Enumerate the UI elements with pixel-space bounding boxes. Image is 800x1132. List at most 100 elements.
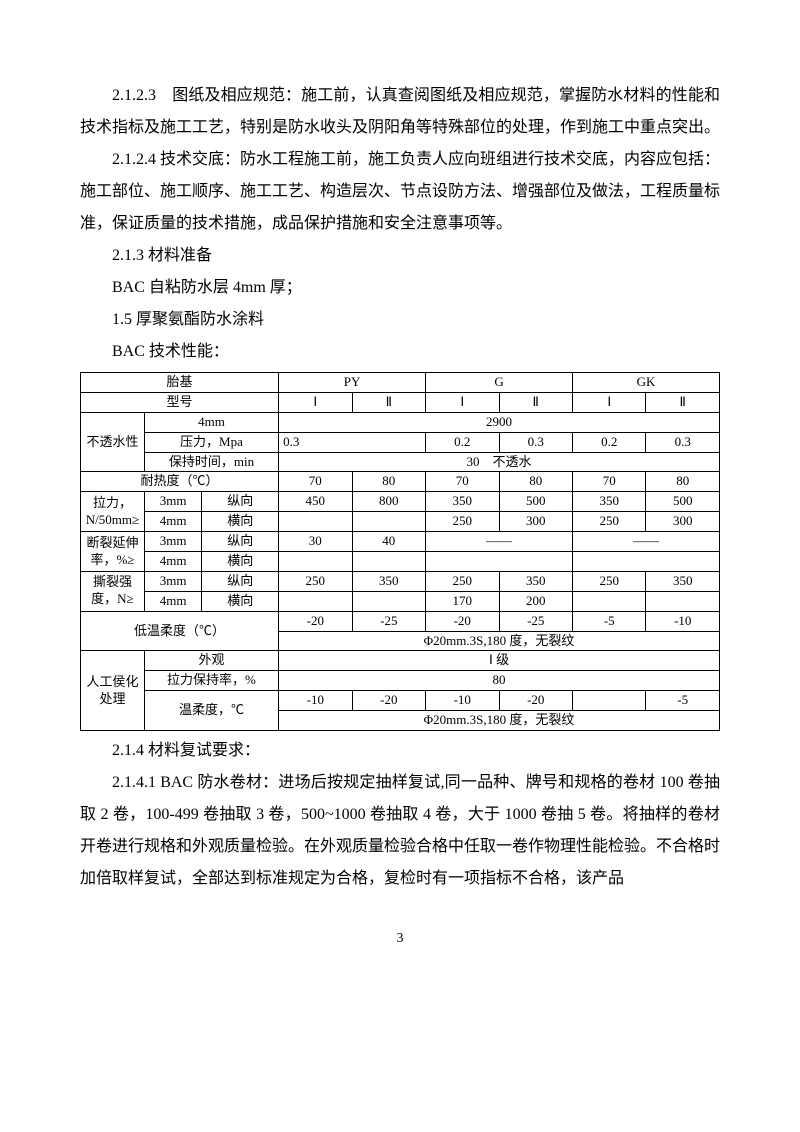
- cell: Φ20mm.3S,180 度，无裂纹: [279, 631, 720, 651]
- cell: 横向: [202, 591, 279, 611]
- table-row: 低温柔度（℃） -20 -25 -20 -25 -5 -10: [81, 611, 720, 631]
- cell: 170: [426, 591, 499, 611]
- cell: [573, 591, 646, 611]
- cell: 保持时间，min: [144, 452, 278, 472]
- cell: -5: [646, 691, 720, 711]
- table-row: 4mm 横向 170 200: [81, 591, 720, 611]
- table-row: 耐热度（℃） 70 80 70 80 70 80: [81, 472, 720, 492]
- cell: -20: [352, 691, 425, 711]
- cell: 200: [499, 591, 572, 611]
- cell-g: G: [426, 373, 573, 393]
- table-row: 不透水性 4mm 2900: [81, 412, 720, 432]
- cell: 4mm: [144, 412, 278, 432]
- cell-elongation: 断裂延伸率，%≥: [81, 532, 145, 572]
- bac-spec-table: 胎基 PY G GK 型号 Ⅰ Ⅱ Ⅰ Ⅱ Ⅰ Ⅱ 不透水性 4mm 2900 …: [80, 372, 720, 731]
- cell: 350: [646, 571, 720, 591]
- table-row: 撕裂强度，N≥ 3mm 纵向 250 350 250 350 250 350: [81, 571, 720, 591]
- cell: -25: [352, 611, 425, 631]
- cell: 350: [573, 492, 646, 512]
- table-row: 温柔度，℃ -10 -20 -10 -20 -5: [81, 691, 720, 711]
- cell: 800: [352, 492, 425, 512]
- para-bac-thickness: BAC 自粘防水层 4mm 厚；: [80, 272, 720, 304]
- cell: 温柔度，℃: [144, 691, 278, 731]
- para-2124: 2.1.2.4 技术交底：防水工程施工前，施工负责人应向班组进行技术交底，内容应…: [80, 144, 720, 240]
- table-row: 拉力，N/50mm≥ 3mm 纵向 450 800 350 500 350 50…: [81, 492, 720, 512]
- para-213: 2.1.3 材料准备: [80, 240, 720, 272]
- cell: [352, 591, 425, 611]
- cell-weathering: 人工侯化处理: [81, 651, 145, 731]
- cell: 80: [499, 472, 572, 492]
- cell-py: PY: [279, 373, 426, 393]
- table-row: 断裂延伸率，%≥ 3mm 纵向 30 40 —— ——: [81, 532, 720, 552]
- cell: 4mm: [144, 591, 202, 611]
- cell: 80: [279, 671, 720, 691]
- cell: 70: [426, 472, 499, 492]
- cell: 2900: [279, 412, 720, 432]
- cell-impermeability: 不透水性: [81, 412, 145, 472]
- cell: 250: [573, 512, 646, 532]
- page-number: 3: [80, 925, 720, 953]
- cell: [279, 552, 352, 572]
- cell: 300: [499, 512, 572, 532]
- cell: [646, 591, 720, 611]
- cell: 30: [279, 532, 352, 552]
- cell: Ⅱ: [646, 392, 720, 412]
- cell: -10: [426, 691, 499, 711]
- cell: 3mm: [144, 571, 202, 591]
- cell: 3mm: [144, 532, 202, 552]
- cell: 0.2: [426, 432, 499, 452]
- cell: Ⅰ: [573, 392, 646, 412]
- cell: -20: [279, 611, 352, 631]
- cell: -10: [646, 611, 720, 631]
- cell-tear: 撕裂强度，N≥: [81, 571, 145, 611]
- table-row: 保持时间，min 30 不透水: [81, 452, 720, 472]
- cell: 3mm: [144, 492, 202, 512]
- cell: [426, 552, 573, 572]
- cell: 350: [499, 571, 572, 591]
- cell: 4mm: [144, 512, 202, 532]
- cell: [352, 552, 425, 572]
- cell-model: 型号: [81, 392, 279, 412]
- cell: Ⅰ: [426, 392, 499, 412]
- cell: 250: [573, 571, 646, 591]
- cell: 0.3: [279, 432, 426, 452]
- cell: 纵向: [202, 492, 279, 512]
- cell: 350: [426, 492, 499, 512]
- para-2141: 2.1.4.1 BAC 防水卷材：进场后按规定抽样复试,同一品种、牌号和规格的卷…: [80, 767, 720, 895]
- cell: 纵向: [202, 571, 279, 591]
- cell: [279, 591, 352, 611]
- cell: Ⅱ: [352, 392, 425, 412]
- para-bac-spec-title: BAC 技术性能：: [80, 336, 720, 368]
- cell: Φ20mm.3S,180 度，无裂纹: [279, 711, 720, 731]
- cell-tire-base: 胎基: [81, 373, 279, 393]
- table-row: 人工侯化处理 外观 Ⅰ 级: [81, 651, 720, 671]
- cell: Ⅰ: [279, 392, 352, 412]
- cell: -20: [499, 691, 572, 711]
- cell: Ⅰ 级: [279, 651, 720, 671]
- para-214: 2.1.4 材料复试要求：: [80, 735, 720, 767]
- cell: 500: [646, 492, 720, 512]
- cell: [279, 512, 352, 532]
- table-row: 型号 Ⅰ Ⅱ Ⅰ Ⅱ Ⅰ Ⅱ: [81, 392, 720, 412]
- cell: ——: [426, 532, 573, 552]
- cell: -25: [499, 611, 572, 631]
- cell: 70: [573, 472, 646, 492]
- table-row: 拉力保持率，% 80: [81, 671, 720, 691]
- cell: 250: [426, 571, 499, 591]
- cell: 70: [279, 472, 352, 492]
- cell: ——: [573, 532, 720, 552]
- cell: 250: [279, 571, 352, 591]
- cell: -20: [426, 611, 499, 631]
- cell: 外观: [144, 651, 278, 671]
- table-row: 4mm 横向 250 300 250 300: [81, 512, 720, 532]
- cell: [573, 552, 720, 572]
- cell: 250: [426, 512, 499, 532]
- cell: 拉力保持率，%: [144, 671, 278, 691]
- cell-tension: 拉力，N/50mm≥: [81, 492, 145, 532]
- table-row: 压力，Mpa 0.3 0.2 0.3 0.2 0.3: [81, 432, 720, 452]
- para-2123: 2.1.2.3 图纸及相应规范：施工前，认真查阅图纸及相应规范，掌握防水材料的性…: [80, 80, 720, 144]
- cell: 80: [352, 472, 425, 492]
- cell: 压力，Mpa: [144, 432, 278, 452]
- cell: 30 不透水: [279, 452, 720, 472]
- cell: 0.3: [646, 432, 720, 452]
